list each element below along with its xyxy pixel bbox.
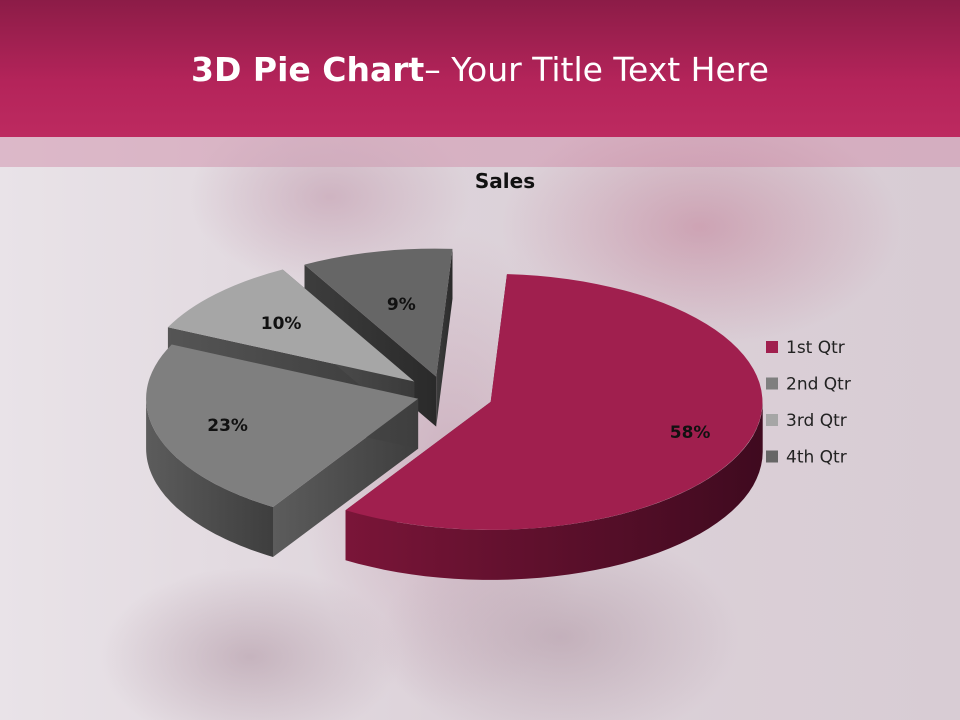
legend: 1st Qtr 2nd Qtr 3rd Qtr 4th Qtr <box>766 338 851 468</box>
slice-q2 <box>146 344 419 507</box>
slice-q3 <box>167 269 415 382</box>
legend-label-q4: 4th Qtr <box>786 448 847 468</box>
slice-q1-outer-wall <box>345 401 763 580</box>
legend-swatch-q1 <box>766 341 778 353</box>
slide-title: 3D Pie Chart– Your Title Text Here <box>0 48 960 92</box>
title-bar <box>0 0 960 137</box>
slice-q1 <box>345 274 763 530</box>
chart-title: Sales <box>475 169 535 193</box>
data-label-q1: 58% <box>670 423 711 443</box>
legend-swatch-q4 <box>766 450 778 463</box>
data-label-q2: 23% <box>207 416 248 436</box>
data-label-q3: 10% <box>261 314 302 334</box>
slice-q4 <box>304 248 453 377</box>
data-label-q4: 9% <box>387 295 416 315</box>
slice-q4-side-wall-end <box>436 248 453 427</box>
legend-label-q1: 1st Qtr <box>786 338 845 358</box>
legend-swatch-q2 <box>766 377 778 390</box>
slide-title-rest: – Your Title Text Here <box>424 50 769 89</box>
legend-label-q3: 3rd Qtr <box>786 411 847 431</box>
legend-swatch-q3 <box>766 414 778 426</box>
slide-title-bold: 3D Pie Chart <box>191 50 425 89</box>
legend-label-q2: 2nd Qtr <box>786 375 851 395</box>
slice-q2-outer-wall <box>146 398 273 557</box>
